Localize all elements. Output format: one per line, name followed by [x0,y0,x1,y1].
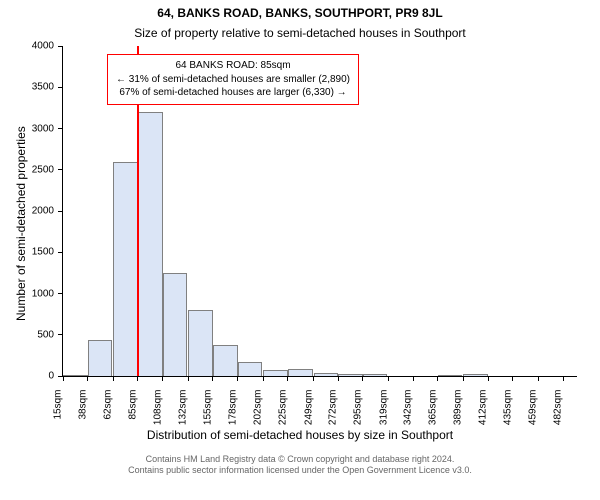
y-tick-label: 4000 [14,41,54,52]
y-tick-mark [58,252,63,253]
y-tick-label: 1000 [14,288,54,299]
x-tick-mark [463,376,464,381]
footer-line-1: Contains HM Land Registry data © Crown c… [0,454,600,465]
x-tick-mark [338,376,339,381]
x-tick-mark [188,376,189,381]
x-tick-mark [137,376,138,381]
x-tick-label: 319sqm [378,390,389,430]
histogram-chart: 64, BANKS ROAD, BANKS, SOUTHPORT, PR9 8J… [0,0,600,500]
x-tick-label: 412sqm [478,390,489,430]
histogram-bar [188,310,213,376]
x-tick-mark [212,376,213,381]
y-tick-label: 1500 [14,247,54,258]
y-tick-label: 3500 [14,82,54,93]
histogram-bar [438,375,463,376]
x-tick-label: 85sqm [127,390,138,430]
footer-line-2: Contains public sector information licen… [0,465,600,476]
x-tick-label: 389sqm [453,390,464,430]
x-tick-label: 249sqm [303,390,314,430]
x-axis-label: Distribution of semi-detached houses by … [0,428,600,442]
x-tick-label: 132sqm [178,390,189,430]
x-tick-label: 178sqm [227,390,238,430]
y-tick-mark [58,46,63,47]
footer: Contains HM Land Registry data © Crown c… [0,454,600,477]
x-tick-mark [563,376,564,381]
x-tick-label: 295sqm [352,390,363,430]
x-tick-mark [437,376,438,381]
histogram-bar [63,375,88,376]
chart-title: 64, BANKS ROAD, BANKS, SOUTHPORT, PR9 8J… [0,6,600,20]
histogram-bar [288,369,313,376]
info-box: 64 BANKS ROAD: 85sqm ← 31% of semi-detac… [107,54,359,105]
x-tick-mark [113,376,114,381]
x-tick-mark [388,376,389,381]
histogram-bar [463,374,488,376]
y-tick-mark [58,128,63,129]
y-tick-label: 0 [14,371,54,382]
x-tick-mark [488,376,489,381]
x-tick-label: 435sqm [502,390,513,430]
histogram-bar [238,362,263,376]
x-tick-label: 15sqm [53,390,64,430]
y-tick-label: 2500 [14,164,54,175]
x-tick-label: 459sqm [528,390,539,430]
y-tick-label: 3000 [14,123,54,134]
y-tick-mark [58,87,63,88]
info-line-3: 67% of semi-detached houses are larger (… [116,86,350,100]
histogram-bar [213,345,238,376]
info-line-1: 64 BANKS ROAD: 85sqm [116,59,350,73]
y-tick-mark [58,293,63,294]
plot-area: 64 BANKS ROAD: 85sqm ← 31% of semi-detac… [62,46,577,377]
x-tick-mark [263,376,264,381]
histogram-bar [338,374,363,376]
x-tick-label: 365sqm [427,390,438,430]
x-tick-mark [538,376,539,381]
chart-subtitle: Size of property relative to semi-detach… [0,26,600,40]
x-tick-mark [512,376,513,381]
info-line-2: ← 31% of semi-detached houses are smalle… [116,73,350,87]
x-tick-label: 225sqm [277,390,288,430]
x-tick-label: 342sqm [403,390,414,430]
x-tick-mark [237,376,238,381]
histogram-bar [314,373,339,376]
x-tick-label: 108sqm [152,390,163,430]
x-tick-label: 62sqm [103,390,114,430]
x-tick-label: 272sqm [328,390,339,430]
x-tick-mark [87,376,88,381]
y-tick-mark [58,169,63,170]
y-tick-mark [58,211,63,212]
histogram-bar [263,370,288,376]
x-tick-label: 202sqm [253,390,264,430]
x-tick-mark [287,376,288,381]
x-tick-mark [63,376,64,381]
x-tick-label: 38sqm [77,390,88,430]
x-tick-mark [313,376,314,381]
x-tick-label: 482sqm [553,390,564,430]
x-tick-mark [362,376,363,381]
x-tick-label: 155sqm [202,390,213,430]
histogram-bar [363,374,388,376]
histogram-bar [113,162,138,377]
y-tick-label: 2000 [14,206,54,217]
x-tick-mark [413,376,414,381]
histogram-bar [88,340,113,376]
histogram-bar [163,273,188,376]
histogram-bar [138,112,163,376]
y-tick-label: 500 [14,329,54,340]
x-tick-mark [162,376,163,381]
y-tick-mark [58,334,63,335]
